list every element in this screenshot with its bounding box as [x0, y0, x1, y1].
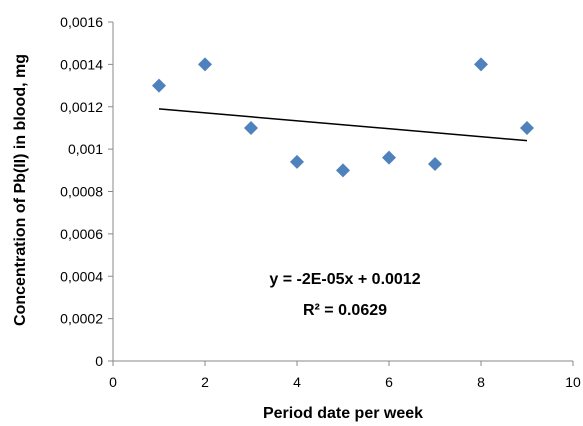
- y-tick-label: 0,001: [68, 141, 103, 157]
- data-point: [336, 163, 350, 178]
- x-tick-label: 2: [201, 374, 209, 390]
- x-ticks: 0 2 4 6 8 10: [109, 361, 581, 390]
- data-point: [428, 156, 442, 171]
- y-tick-label: 0,0008: [60, 184, 103, 200]
- data-point: [290, 154, 304, 169]
- data-point: [382, 150, 396, 165]
- y-tick-label: 0,0014: [60, 56, 103, 72]
- x-axis-title: Period date per week: [263, 405, 423, 422]
- y-tick-label: 0,0012: [60, 99, 103, 115]
- trendline-r-squared: R² = 0.0629: [303, 302, 387, 319]
- data-point: [198, 57, 212, 72]
- data-point: [244, 120, 258, 135]
- y-tick-label: 0,0004: [60, 268, 103, 284]
- y-tick-label: 0,0006: [60, 226, 103, 242]
- trendline-equation: y = -2E-05x + 0.0012: [269, 271, 420, 288]
- trendline: [158, 108, 528, 142]
- x-tick-label: 4: [293, 374, 301, 390]
- y-tick-label: 0,0016: [60, 14, 103, 30]
- y-ticks: 0 0,0002 0,0004 0,0006 0,0008 0,001 0,0012 0,00…: [60, 14, 113, 369]
- y-axis-title: Concentration of Pb(II) in blood, mg: [12, 54, 29, 326]
- x-tick-label: 6: [385, 374, 393, 390]
- data-point: [152, 78, 166, 93]
- data-point: [474, 57, 488, 72]
- x-tick-label: 10: [565, 374, 581, 390]
- x-tick-label: 0: [109, 374, 117, 390]
- data-points: [152, 57, 534, 178]
- y-tick-label: 0: [95, 353, 103, 369]
- data-point: [520, 120, 534, 135]
- y-tick-label: 0,0002: [60, 311, 103, 327]
- x-tick-label: 8: [477, 374, 485, 390]
